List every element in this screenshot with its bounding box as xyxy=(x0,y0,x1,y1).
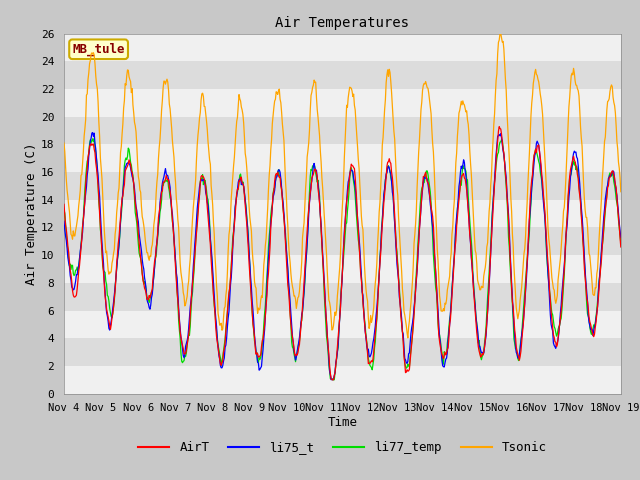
Title: Air Temperatures: Air Temperatures xyxy=(275,16,410,30)
Bar xyxy=(64,34,621,61)
Bar xyxy=(64,144,621,172)
Bar xyxy=(64,283,621,311)
Bar xyxy=(64,255,621,283)
Bar xyxy=(64,200,621,228)
Legend: AirT, li75_t, li77_temp, Tsonic: AirT, li75_t, li77_temp, Tsonic xyxy=(133,436,552,459)
Bar xyxy=(64,117,621,144)
Bar xyxy=(64,61,621,89)
Bar xyxy=(64,366,621,394)
Text: MB_tule: MB_tule xyxy=(72,43,125,56)
Bar xyxy=(64,89,621,117)
Bar xyxy=(64,172,621,200)
Bar xyxy=(64,228,621,255)
Y-axis label: Air Temperature (C): Air Temperature (C) xyxy=(25,143,38,285)
Bar xyxy=(64,311,621,338)
Bar xyxy=(64,338,621,366)
X-axis label: Time: Time xyxy=(328,416,357,429)
